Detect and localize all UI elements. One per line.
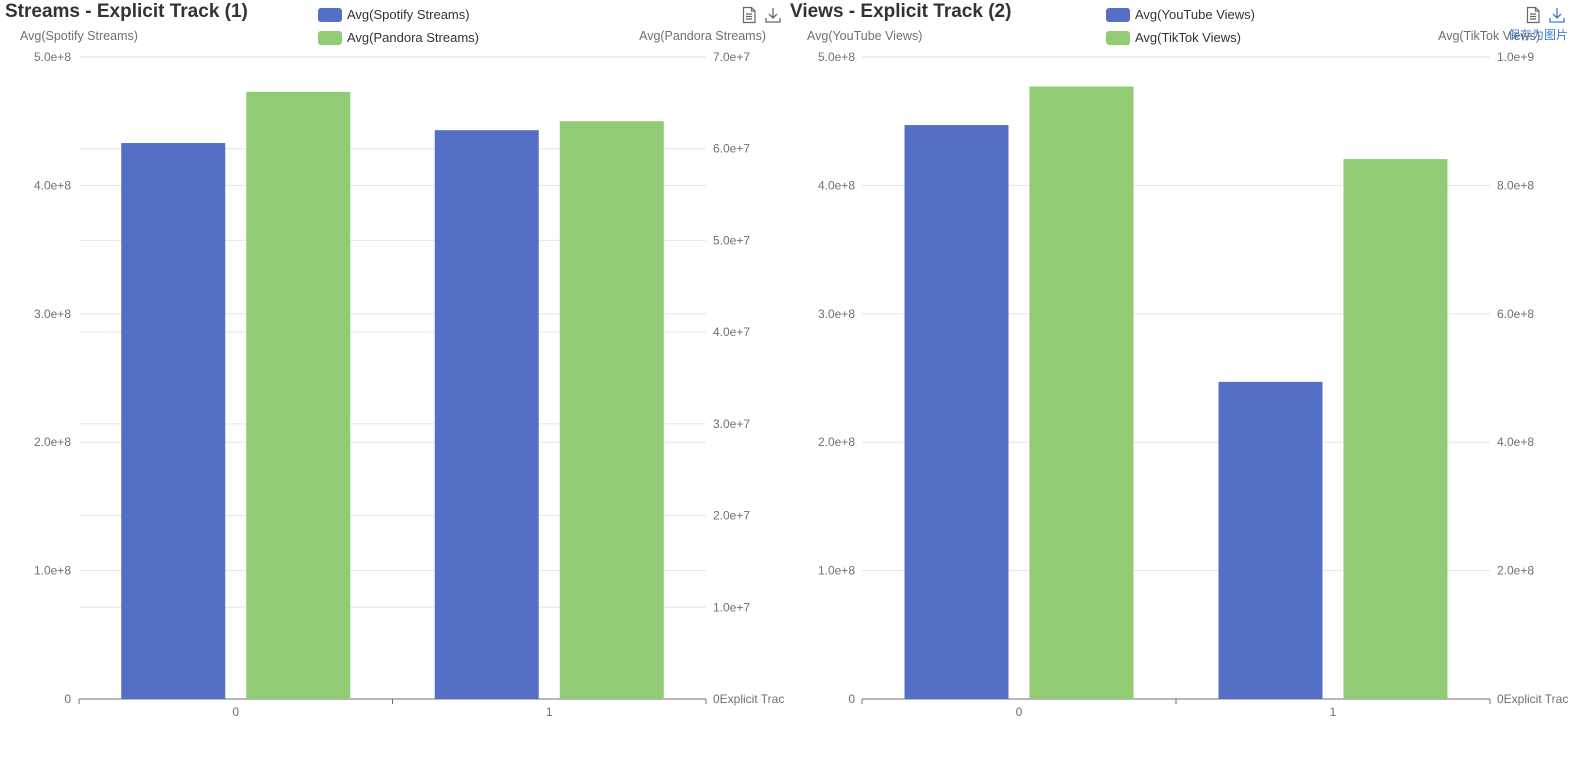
y-right-tick-label: 3.0e+7 <box>713 417 750 431</box>
chart-plot-area: 0 1.0e+8 2.0e+8 3.0e+8 4.0e+8 5.0e+8 2.0e+8 4.0… <box>807 29 1568 719</box>
chart-plot-area: 0 1.0e+8 2.0e+8 3.0e+8 4.0e+8 5.0e+8 1.0e+7 2.0… <box>20 29 784 719</box>
legend-item-spotify-streams[interactable]: Avg(Spotify Streams) <box>318 3 479 26</box>
legend: Avg(YouTube Views) Avg(TikTok Views) <box>1106 3 1255 49</box>
legend-label: Avg(TikTok Views) <box>1135 30 1241 45</box>
y-left-tick-label: 3.0e+8 <box>818 307 855 321</box>
data-view-icon[interactable] <box>1524 6 1542 24</box>
legend-label: Avg(YouTube Views) <box>1135 7 1255 22</box>
chart-title: Streams - Explicit Track (1) <box>5 1 248 22</box>
chart-toolbox <box>740 6 782 24</box>
legend-item-youtube-views[interactable]: Avg(YouTube Views) <box>1106 3 1255 26</box>
bar <box>1218 381 1323 699</box>
data-view-icon[interactable] <box>740 6 758 24</box>
y-right-tick-label: 6.0e+7 <box>713 142 750 156</box>
y-left-tick-label: 1.0e+8 <box>818 564 855 578</box>
y-right-tick-label: 7.0e+7 <box>713 50 750 64</box>
legend-item-pandora-streams[interactable]: Avg(Pandora Streams) <box>318 26 479 49</box>
y-left-tick-label: 4.0e+8 <box>818 178 855 192</box>
legend-swatch <box>1106 30 1130 45</box>
y-right-tick-label: 2.0e+7 <box>713 509 750 523</box>
y-left-axis-name: Avg(Spotify Streams) <box>20 29 138 43</box>
legend: Avg(Spotify Streams) Avg(Pandora Streams… <box>318 3 479 49</box>
y-right-tick-label: 1.0e+7 <box>713 600 750 614</box>
y-left-tick-label: 4.0e+8 <box>34 178 71 192</box>
bar <box>559 121 664 699</box>
y-right-tick-label: 8.0e+8 <box>1497 178 1534 192</box>
bar <box>904 125 1009 699</box>
y-right-tick-label: 4.0e+7 <box>713 325 750 339</box>
download-icon[interactable] <box>764 6 782 24</box>
x-tick-label: 1 <box>1330 705 1337 719</box>
y-right-tick-label: 5.0e+7 <box>713 233 750 247</box>
y-left-tick-label: 0 <box>64 692 71 706</box>
y-left-tick-label: 5.0e+8 <box>34 50 71 64</box>
chart-toolbox <box>1524 6 1566 24</box>
legend-item-tiktok-views[interactable]: Avg(TikTok Views) <box>1106 26 1255 49</box>
bar <box>1343 159 1448 699</box>
y-right-tick-label: 6.0e+8 <box>1497 307 1534 321</box>
y-left-tick-label: 1.0e+8 <box>34 564 71 578</box>
x-tick-label: 0 <box>1016 705 1023 719</box>
y-left-tick-label: 5.0e+8 <box>818 50 855 64</box>
x-axis-name: 0Explicit Trac <box>713 692 784 706</box>
chart-panel-streams: Streams - Explicit Track (1) Avg(Spotify… <box>0 0 790 778</box>
legend-swatch <box>318 7 342 22</box>
y-right-tick-label: 4.0e+8 <box>1497 435 1534 449</box>
x-axis-name: 0Explicit Trac <box>1497 692 1568 706</box>
y-left-tick-label: 2.0e+8 <box>34 435 71 449</box>
legend-label: Avg(Spotify Streams) <box>347 7 470 22</box>
chart-title: Views - Explicit Track (2) <box>790 1 1012 22</box>
y-left-tick-label: 0 <box>848 692 855 706</box>
y-right-tick-label: 2.0e+8 <box>1497 564 1534 578</box>
y-right-axis-name: Avg(Pandora Streams) <box>639 29 766 43</box>
bar <box>434 130 539 700</box>
y-right-tick-label: 1.0e+9 <box>1497 50 1534 64</box>
chart-panel-views: Views - Explicit Track (2) Avg(YouTube V… <box>790 0 1592 778</box>
x-tick-label: 1 <box>546 705 553 719</box>
legend-swatch <box>318 30 342 45</box>
x-tick-label: 0 <box>232 705 239 719</box>
y-right-axis-name: Avg(TikTok Views) <box>1438 29 1540 43</box>
y-left-tick-label: 2.0e+8 <box>818 435 855 449</box>
bar <box>1029 86 1134 700</box>
y-left-tick-label: 3.0e+8 <box>34 307 71 321</box>
legend-swatch <box>1106 7 1130 22</box>
legend-label: Avg(Pandora Streams) <box>347 30 479 45</box>
download-icon[interactable] <box>1548 6 1566 24</box>
bar <box>246 91 351 699</box>
bar <box>121 143 226 699</box>
y-left-axis-name: Avg(YouTube Views) <box>807 29 922 43</box>
save-image-tooltip: 保存为图片 <box>1508 28 1569 42</box>
